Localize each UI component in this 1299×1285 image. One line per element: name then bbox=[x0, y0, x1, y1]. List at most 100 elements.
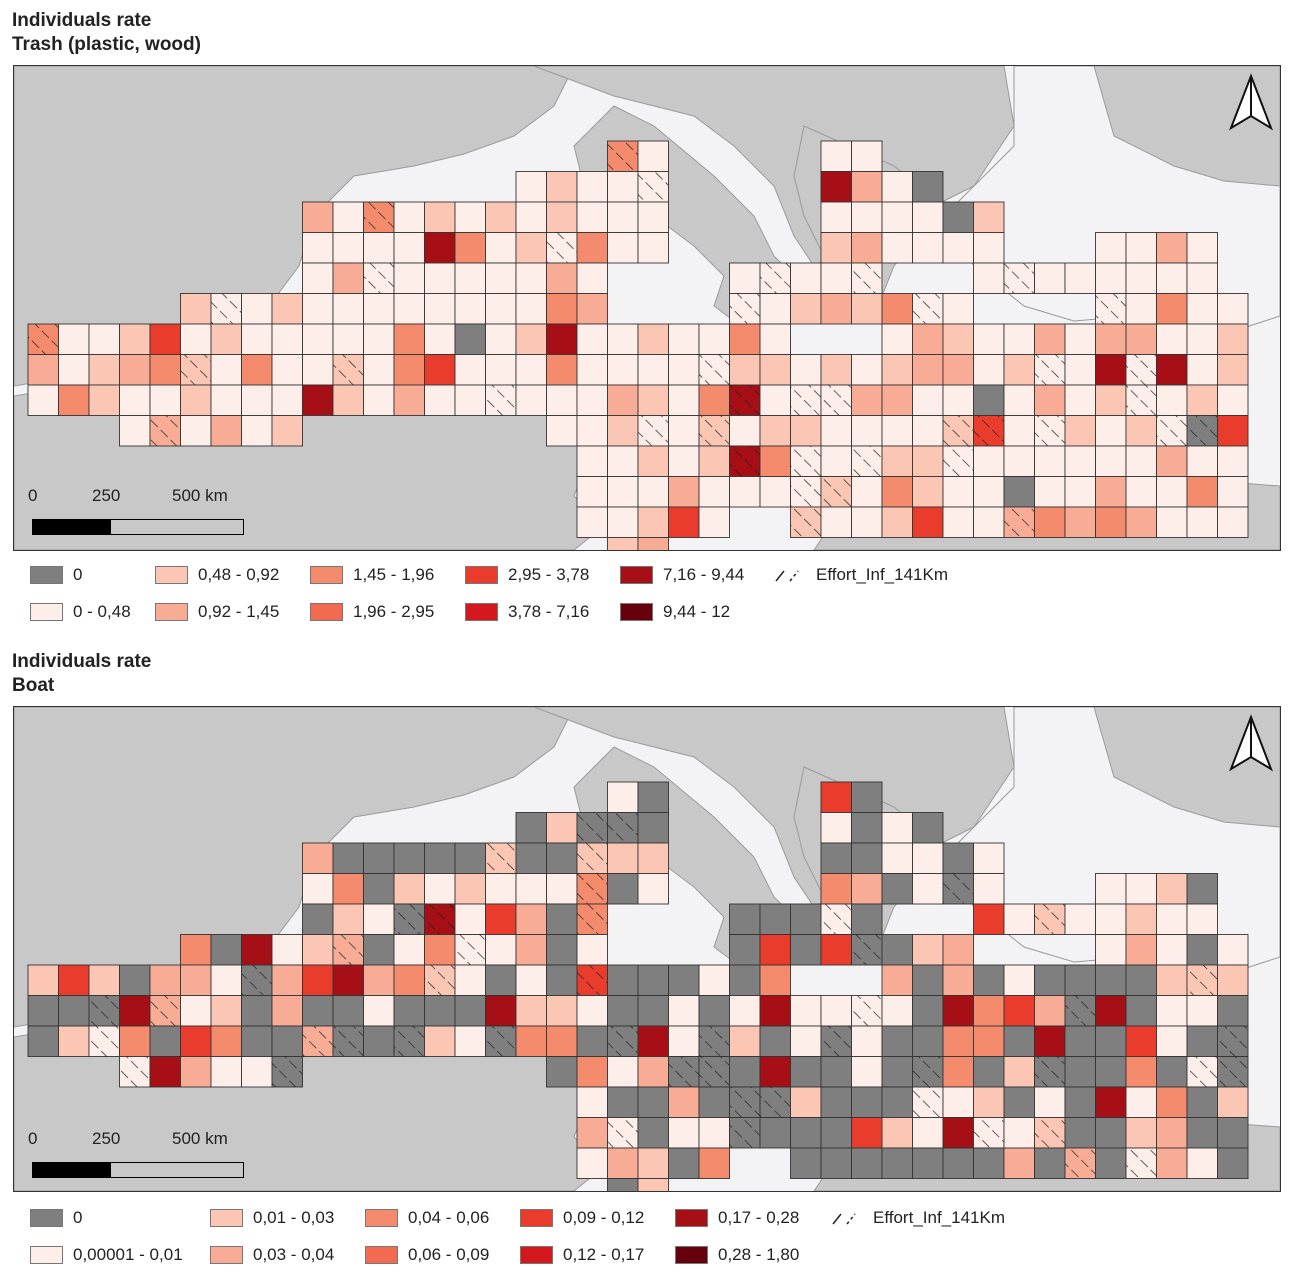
grid-cell bbox=[912, 232, 944, 264]
effort-hatch bbox=[1034, 1056, 1065, 1087]
effort-hatch bbox=[1034, 354, 1065, 385]
grid-cell bbox=[1064, 1025, 1096, 1057]
effort-hatch bbox=[363, 263, 394, 294]
grid-cell bbox=[912, 1147, 944, 1179]
grid-cell bbox=[1095, 232, 1127, 264]
grid-cell bbox=[1003, 1117, 1035, 1149]
map-boat: 0 250 500 km bbox=[13, 706, 1281, 1192]
grid-cell bbox=[302, 293, 334, 325]
effort-hatch bbox=[150, 995, 181, 1026]
effort-hatch bbox=[394, 1026, 425, 1057]
grid-cell bbox=[1095, 1056, 1127, 1088]
grid-cell bbox=[363, 384, 395, 416]
grid-cell bbox=[393, 293, 425, 325]
grid-cell bbox=[637, 445, 669, 477]
grid-cell bbox=[698, 476, 730, 508]
effort-hatch bbox=[1004, 263, 1035, 294]
effort-hatch bbox=[760, 1087, 791, 1118]
grid-cell bbox=[58, 1025, 90, 1057]
grid-cell bbox=[576, 384, 608, 416]
grid-cell bbox=[363, 323, 395, 355]
grid-cell bbox=[973, 476, 1005, 508]
grid-cell bbox=[546, 323, 578, 355]
grid-cell bbox=[790, 1056, 822, 1088]
grid-cell bbox=[729, 415, 761, 447]
effort-hatch bbox=[729, 446, 760, 477]
effort-hatch bbox=[546, 232, 577, 263]
grid-cell bbox=[1003, 384, 1035, 416]
legend-label: 0,48 - 0,92 bbox=[198, 565, 280, 584]
effort-hatch bbox=[1187, 965, 1218, 996]
legend-swatch bbox=[210, 1209, 243, 1227]
legend-label: 0,09 - 0,12 bbox=[563, 1208, 645, 1227]
grid-cell bbox=[607, 384, 639, 416]
grid-cell bbox=[973, 995, 1005, 1027]
grid-cell bbox=[942, 1056, 974, 1088]
effort-hatch bbox=[607, 1117, 638, 1148]
grid-cell bbox=[424, 995, 456, 1027]
effort-hatch bbox=[821, 476, 852, 507]
grid-cell bbox=[576, 1025, 608, 1057]
grid-cell bbox=[1156, 476, 1188, 508]
grid-cell bbox=[912, 171, 944, 203]
effort-hatch bbox=[729, 1087, 760, 1118]
map-title-line2: Boat bbox=[12, 675, 55, 696]
grid-cell bbox=[820, 171, 852, 203]
grid-cell bbox=[1156, 995, 1188, 1027]
grid-cell bbox=[1064, 445, 1096, 477]
grid-cell bbox=[363, 903, 395, 935]
grid-cell bbox=[637, 1056, 669, 1088]
grid-cell bbox=[1156, 506, 1188, 538]
legend-label: 0,06 - 0,09 bbox=[408, 1245, 490, 1264]
grid-cell bbox=[1034, 323, 1066, 355]
grid-cell bbox=[363, 873, 395, 905]
grid-cell bbox=[88, 323, 120, 355]
grid-cell bbox=[881, 323, 913, 355]
grid-cell bbox=[1156, 323, 1188, 355]
grid-cell bbox=[546, 293, 578, 325]
grid-cell bbox=[881, 171, 913, 203]
grid-cell bbox=[180, 995, 212, 1027]
grid-cell bbox=[881, 964, 913, 996]
effort-hatch bbox=[363, 202, 394, 233]
grid-cell bbox=[302, 384, 334, 416]
grid-cell bbox=[1156, 873, 1188, 905]
effort-hatch bbox=[851, 995, 882, 1026]
grid-cell bbox=[332, 873, 364, 905]
grid-cell bbox=[576, 1056, 608, 1088]
legend-label: 0,00001 - 0,01 bbox=[73, 1245, 183, 1264]
grid-cell bbox=[1003, 1086, 1035, 1118]
grid-cell bbox=[1186, 293, 1218, 325]
grid-cell bbox=[454, 354, 486, 386]
legend-item: 0,92 - 1,45 bbox=[155, 602, 279, 622]
grid-cell bbox=[607, 1147, 639, 1179]
grid-cell bbox=[851, 415, 883, 447]
grid-cell bbox=[302, 873, 334, 905]
legend-swatch bbox=[675, 1209, 708, 1227]
grid-cell bbox=[668, 476, 700, 508]
grid-cell bbox=[912, 323, 944, 355]
grid-cell bbox=[1003, 964, 1035, 996]
effort-hatch bbox=[1034, 904, 1065, 935]
grid-cell bbox=[180, 1025, 212, 1057]
grid-cell bbox=[241, 384, 273, 416]
effort-hatch bbox=[1156, 415, 1187, 446]
effort-hatch bbox=[790, 385, 821, 416]
grid-cell bbox=[1217, 964, 1249, 996]
scale-label-500: 500 km bbox=[172, 1129, 228, 1148]
grid-cell bbox=[912, 1117, 944, 1149]
grid-cell bbox=[149, 964, 181, 996]
grid-cell bbox=[210, 384, 242, 416]
grid-cell bbox=[1095, 903, 1127, 935]
grid-cell bbox=[1003, 1056, 1035, 1088]
grid-cell bbox=[1125, 262, 1157, 294]
grid-cell bbox=[607, 201, 639, 233]
grid-cell bbox=[881, 1056, 913, 1088]
grid-cell bbox=[58, 995, 90, 1027]
grid-cell bbox=[1125, 1056, 1157, 1088]
effort-hatch bbox=[729, 293, 760, 324]
grid-cell bbox=[485, 293, 517, 325]
grid-cell bbox=[912, 384, 944, 416]
grid-cell bbox=[973, 323, 1005, 355]
grid-cell bbox=[393, 384, 425, 416]
